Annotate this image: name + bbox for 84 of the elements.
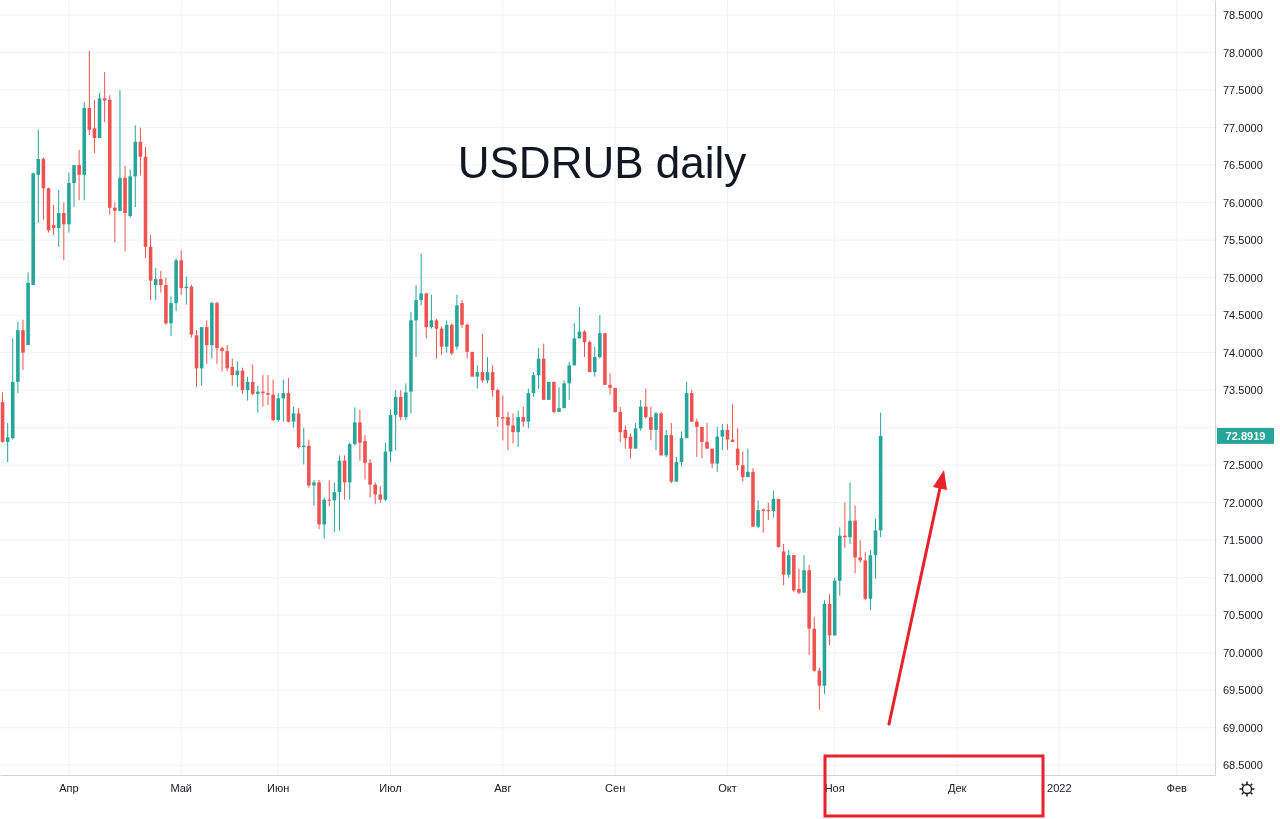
- candlestick: [102, 71, 107, 123]
- y-tick-label: 70.0000: [1223, 646, 1263, 659]
- x-tick-label: Май: [170, 781, 193, 794]
- candlestick: [434, 318, 439, 360]
- candlestick: [77, 149, 81, 201]
- candlestick: [557, 386, 561, 413]
- y-tick-label: 77.5000: [1223, 84, 1263, 97]
- candlestick: [664, 429, 668, 458]
- candlestick: [848, 481, 852, 545]
- text: USDRUB daily: [457, 138, 747, 187]
- candlestick: [159, 270, 163, 294]
- candlestick: [786, 549, 791, 579]
- x-tick-label: Апр: [59, 781, 79, 794]
- x-tick-label: Сен: [605, 781, 626, 794]
- candlestick: [618, 406, 623, 443]
- candlestick: [414, 284, 418, 358]
- candlestick: [858, 539, 862, 564]
- candlestick: [368, 458, 372, 498]
- y-tick-label: 72.5000: [1223, 459, 1263, 472]
- y-tick-label: 68.5000: [1223, 759, 1263, 772]
- x-tick-label: 2022: [1047, 781, 1072, 794]
- candlestick: [649, 406, 653, 441]
- candlestick: [266, 374, 270, 406]
- candlestick: [398, 389, 403, 421]
- candlestick: [700, 426, 704, 459]
- candlestick: [567, 361, 571, 401]
- candlestick: [291, 406, 296, 429]
- candlestick: [169, 295, 173, 337]
- candlestick: [475, 364, 480, 390]
- candlestick: [695, 418, 699, 458]
- x-tick-label: Авг: [494, 781, 512, 794]
- candlestick: [62, 202, 66, 261]
- candlestick: [516, 409, 520, 448]
- candlestick: [644, 388, 648, 420]
- candlestick: [204, 319, 209, 365]
- y-tick-label: 70.5000: [1223, 609, 1263, 622]
- candlestick: [312, 479, 316, 507]
- x-tick-label: Ноя: [824, 781, 845, 794]
- y-tick-label: 72.0000: [1223, 496, 1263, 509]
- y-tick-label: 74.0000: [1223, 346, 1263, 359]
- text: 72.8919: [1225, 429, 1266, 442]
- candlestick: [113, 202, 117, 243]
- y-tick-label: 74.5000: [1223, 309, 1263, 322]
- y-tick-label: 75.0000: [1223, 271, 1263, 284]
- candlestick: [598, 314, 602, 360]
- candlestick: [705, 422, 709, 450]
- candlestick: [761, 508, 765, 534]
- candlestick: [5, 422, 10, 463]
- candlestick: [511, 412, 515, 444]
- x-tick-label: Июл: [379, 781, 402, 794]
- y-tick-label: 71.5000: [1223, 534, 1263, 547]
- candlestick: [419, 253, 423, 306]
- y-tick-label: 76.5000: [1223, 159, 1263, 172]
- x-tick-label: Июн: [267, 781, 290, 794]
- candlestick: [21, 319, 25, 371]
- candlestick: [756, 499, 760, 529]
- y-tick-label: 78.0000: [1223, 46, 1263, 59]
- x-tick-label: Дек: [948, 781, 967, 794]
- y-tick-label: 75.5000: [1223, 234, 1263, 247]
- candlestick: [353, 406, 357, 447]
- candlestick: [276, 392, 281, 423]
- candlestick: [327, 479, 332, 507]
- y-tick-label: 77.0000: [1223, 121, 1263, 134]
- y-tick-label: 69.0000: [1223, 721, 1263, 734]
- y-tick-label: 69.5000: [1223, 684, 1263, 697]
- y-tick-label: 73.5000: [1223, 384, 1263, 397]
- candlestick: [613, 387, 617, 414]
- x-tick-label: Окт: [718, 781, 737, 794]
- candlestick: [741, 451, 745, 483]
- candlestick: [460, 299, 464, 329]
- candlestick: [373, 481, 378, 505]
- candlestick: [608, 373, 612, 396]
- candlestick: [72, 164, 76, 208]
- candlestick: [220, 346, 224, 372]
- candlestick: [592, 346, 597, 378]
- candlestick: [256, 385, 260, 414]
- candlestick: [746, 448, 750, 478]
- x-tick-label: Фев: [1166, 781, 1188, 794]
- y-tick-label: 78.5000: [1223, 9, 1263, 22]
- candlestick: [802, 554, 806, 594]
- y-tick-label: 76.0000: [1223, 196, 1263, 209]
- candlestick: [654, 411, 658, 451]
- candlestick: [521, 406, 526, 428]
- y-tick-label: 71.0000: [1223, 571, 1263, 584]
